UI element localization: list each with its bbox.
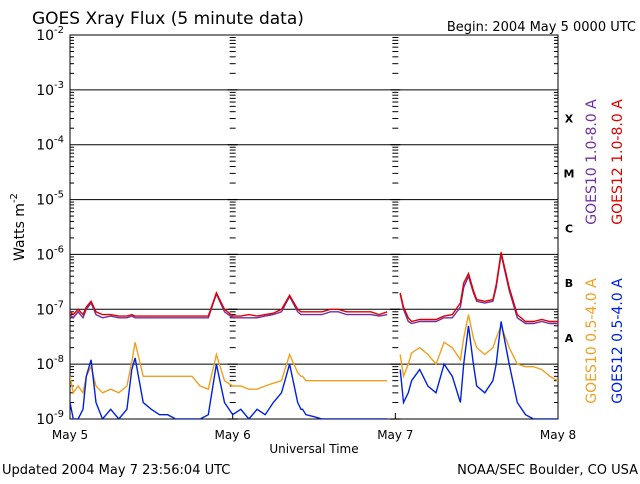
x-axis-label: Universal Time xyxy=(269,442,358,456)
flare-class-label: M xyxy=(564,167,575,180)
begin-label: Begin: 2004 May 5 0000 UTC xyxy=(447,20,636,35)
x-tick-label: May 8 xyxy=(540,428,576,442)
series-line-2 xyxy=(70,314,558,395)
y-tick-label: 10-9 xyxy=(36,409,64,428)
legend-label: GOES12 0.5-4.0 A xyxy=(610,278,626,404)
y-tick-label: 10-4 xyxy=(36,135,64,154)
x-tick-label: May 7 xyxy=(377,428,413,442)
x-tick-label: May 6 xyxy=(215,428,251,442)
y-tick-label: 10-7 xyxy=(36,299,64,318)
series-line-1 xyxy=(70,252,558,323)
legend-label: GOES10 1.0-8.0 A xyxy=(584,99,600,225)
flare-class-label: C xyxy=(565,222,573,235)
y-tick-label: 10-3 xyxy=(36,80,64,99)
flare-class-label: A xyxy=(565,332,574,345)
footer-updated: Updated 2004 May 7 23:56:04 UTC xyxy=(2,463,230,478)
x-tick-label: May 5 xyxy=(52,428,88,442)
y-tick-label: 10-2 xyxy=(36,25,64,44)
flare-class-label: B xyxy=(565,277,573,290)
y-axis-label: Watts m-2 xyxy=(9,193,28,261)
legend-label: GOES10 0.5-4.0 A xyxy=(584,278,600,404)
plot-frame xyxy=(69,34,559,420)
y-tick-label: 10-8 xyxy=(36,354,64,373)
series-line-0 xyxy=(70,254,558,325)
series-line-3 xyxy=(70,321,558,419)
footer-credit: NOAA/SEC Boulder, CO USA xyxy=(457,463,638,478)
y-tick-label: 10-5 xyxy=(36,190,64,209)
flare-class-label: X xyxy=(565,113,574,126)
y-tick-label: 10-6 xyxy=(36,244,64,263)
chart-title: GOES Xray Flux (5 minute data) xyxy=(32,9,304,29)
legend-label: GOES12 1.0-8.0 A xyxy=(610,99,626,225)
